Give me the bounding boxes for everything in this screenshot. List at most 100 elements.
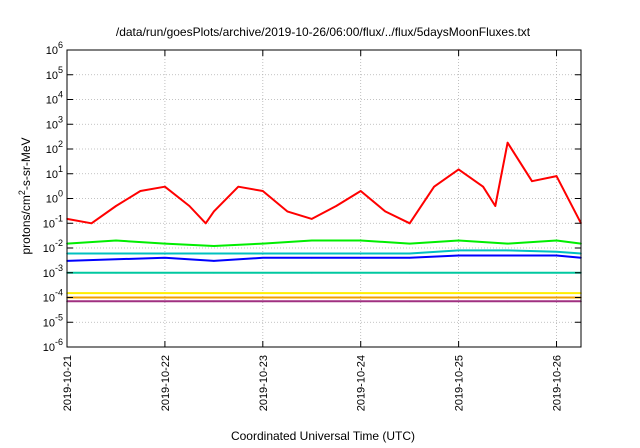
- series-point: [555, 272, 558, 274]
- y-tick-label-base: 10: [46, 95, 58, 107]
- x-tick-label: 2019-10-26: [552, 355, 564, 411]
- series-point: [213, 252, 215, 255]
- series-line: [66, 141, 582, 225]
- series-point: [262, 242, 264, 245]
- series-point: [311, 292, 313, 294]
- series-point: [335, 205, 338, 207]
- series-point: [213, 296, 215, 299]
- x-tick-label: 2019-10-24: [356, 355, 368, 411]
- series-point: [359, 296, 362, 299]
- y-tick-label: 10-5: [43, 312, 63, 329]
- series-point: [359, 239, 362, 242]
- series-point: [555, 251, 558, 253]
- series-point: [359, 292, 362, 294]
- series-point: [408, 257, 411, 259]
- series-line: [67, 249, 582, 255]
- series-point: [213, 272, 215, 274]
- series-point: [408, 252, 411, 255]
- series-point: [115, 272, 117, 274]
- y-axis-label-base: protons/cm: [19, 195, 33, 254]
- series-point: [457, 300, 460, 303]
- series-point: [506, 254, 509, 257]
- series-point: [139, 190, 142, 192]
- series-point: [311, 296, 313, 299]
- y-tick-label-base: 10: [46, 70, 58, 82]
- series-point: [408, 300, 411, 303]
- series-point: [506, 272, 509, 274]
- series-1: [66, 141, 582, 225]
- y-tick-label-base: 10: [46, 194, 58, 206]
- series-point: [506, 242, 509, 245]
- series-point: [286, 210, 289, 213]
- series-point: [90, 222, 93, 225]
- series-point: [506, 296, 509, 299]
- series-point: [115, 300, 117, 303]
- y-tick-label-exponent: 4: [58, 90, 63, 100]
- series-point: [408, 242, 411, 245]
- series-point: [164, 272, 166, 274]
- y-tick-label-exponent: -2: [55, 238, 63, 248]
- series-point: [457, 168, 460, 171]
- series-point: [531, 180, 533, 182]
- series-point: [262, 296, 264, 299]
- series-point: [457, 296, 460, 299]
- series-point: [359, 257, 362, 259]
- y-tick-label-exponent: -1: [55, 213, 63, 223]
- series-point: [188, 205, 191, 207]
- series-point: [408, 222, 411, 225]
- y-tick-label-base: 10: [46, 119, 58, 131]
- series-point: [115, 292, 117, 294]
- series-point: [262, 272, 264, 274]
- series-point: [457, 249, 460, 252]
- y-tick-label-base: 10: [46, 45, 58, 57]
- series-point: [262, 300, 264, 303]
- series-point: [359, 252, 362, 255]
- series-point: [506, 300, 509, 303]
- series-point: [457, 239, 460, 242]
- y-tick-label-exponent: 1: [58, 164, 63, 174]
- series-point: [213, 245, 215, 247]
- series-point: [164, 252, 166, 255]
- y-tick-label-exponent: -5: [55, 312, 63, 322]
- series-point: [164, 296, 166, 299]
- series-point: [164, 257, 166, 259]
- y-tick-label: 10-4: [43, 288, 63, 305]
- x-axis-label: Coordinated Universal Time (UTC): [231, 429, 415, 443]
- y-tick-label: 100: [46, 189, 63, 206]
- series-line: [66, 239, 582, 247]
- series-lines: [66, 141, 582, 303]
- y-tick-label-base: 10: [43, 243, 55, 255]
- axis-ticks: 10-610-510-410-310-210-11001011021031041…: [43, 40, 581, 411]
- series-point: [494, 205, 497, 207]
- series-5: [66, 271, 582, 274]
- series-point: [115, 258, 117, 261]
- x-tick-label: 2019-10-25: [454, 355, 466, 411]
- series-point: [311, 257, 313, 259]
- series-point: [262, 257, 264, 259]
- series-point: [408, 272, 411, 274]
- y-tick-label: 10-6: [43, 337, 63, 354]
- series-point: [262, 292, 264, 294]
- series-point: [311, 252, 313, 255]
- series-point: [457, 272, 460, 274]
- y-tick-label: 105: [46, 65, 63, 82]
- series-point: [115, 205, 117, 207]
- y-tick-label-base: 10: [43, 317, 55, 329]
- series-point: [164, 300, 166, 303]
- series-point: [213, 292, 215, 294]
- y-tick-label: 104: [46, 90, 63, 107]
- x-tick-label: 2019-10-23: [258, 355, 270, 411]
- series-7: [66, 296, 582, 299]
- series-point: [457, 254, 460, 257]
- series-point: [164, 185, 166, 188]
- series-point: [164, 292, 166, 294]
- series-point: [311, 272, 313, 274]
- series-point: [555, 239, 558, 242]
- y-tick-label-exponent: 2: [58, 139, 63, 149]
- series-point: [482, 185, 484, 188]
- series-line: [66, 254, 582, 262]
- series-point: [115, 252, 117, 255]
- y-axis-label-sup: 2: [17, 190, 27, 195]
- series-point: [311, 239, 313, 242]
